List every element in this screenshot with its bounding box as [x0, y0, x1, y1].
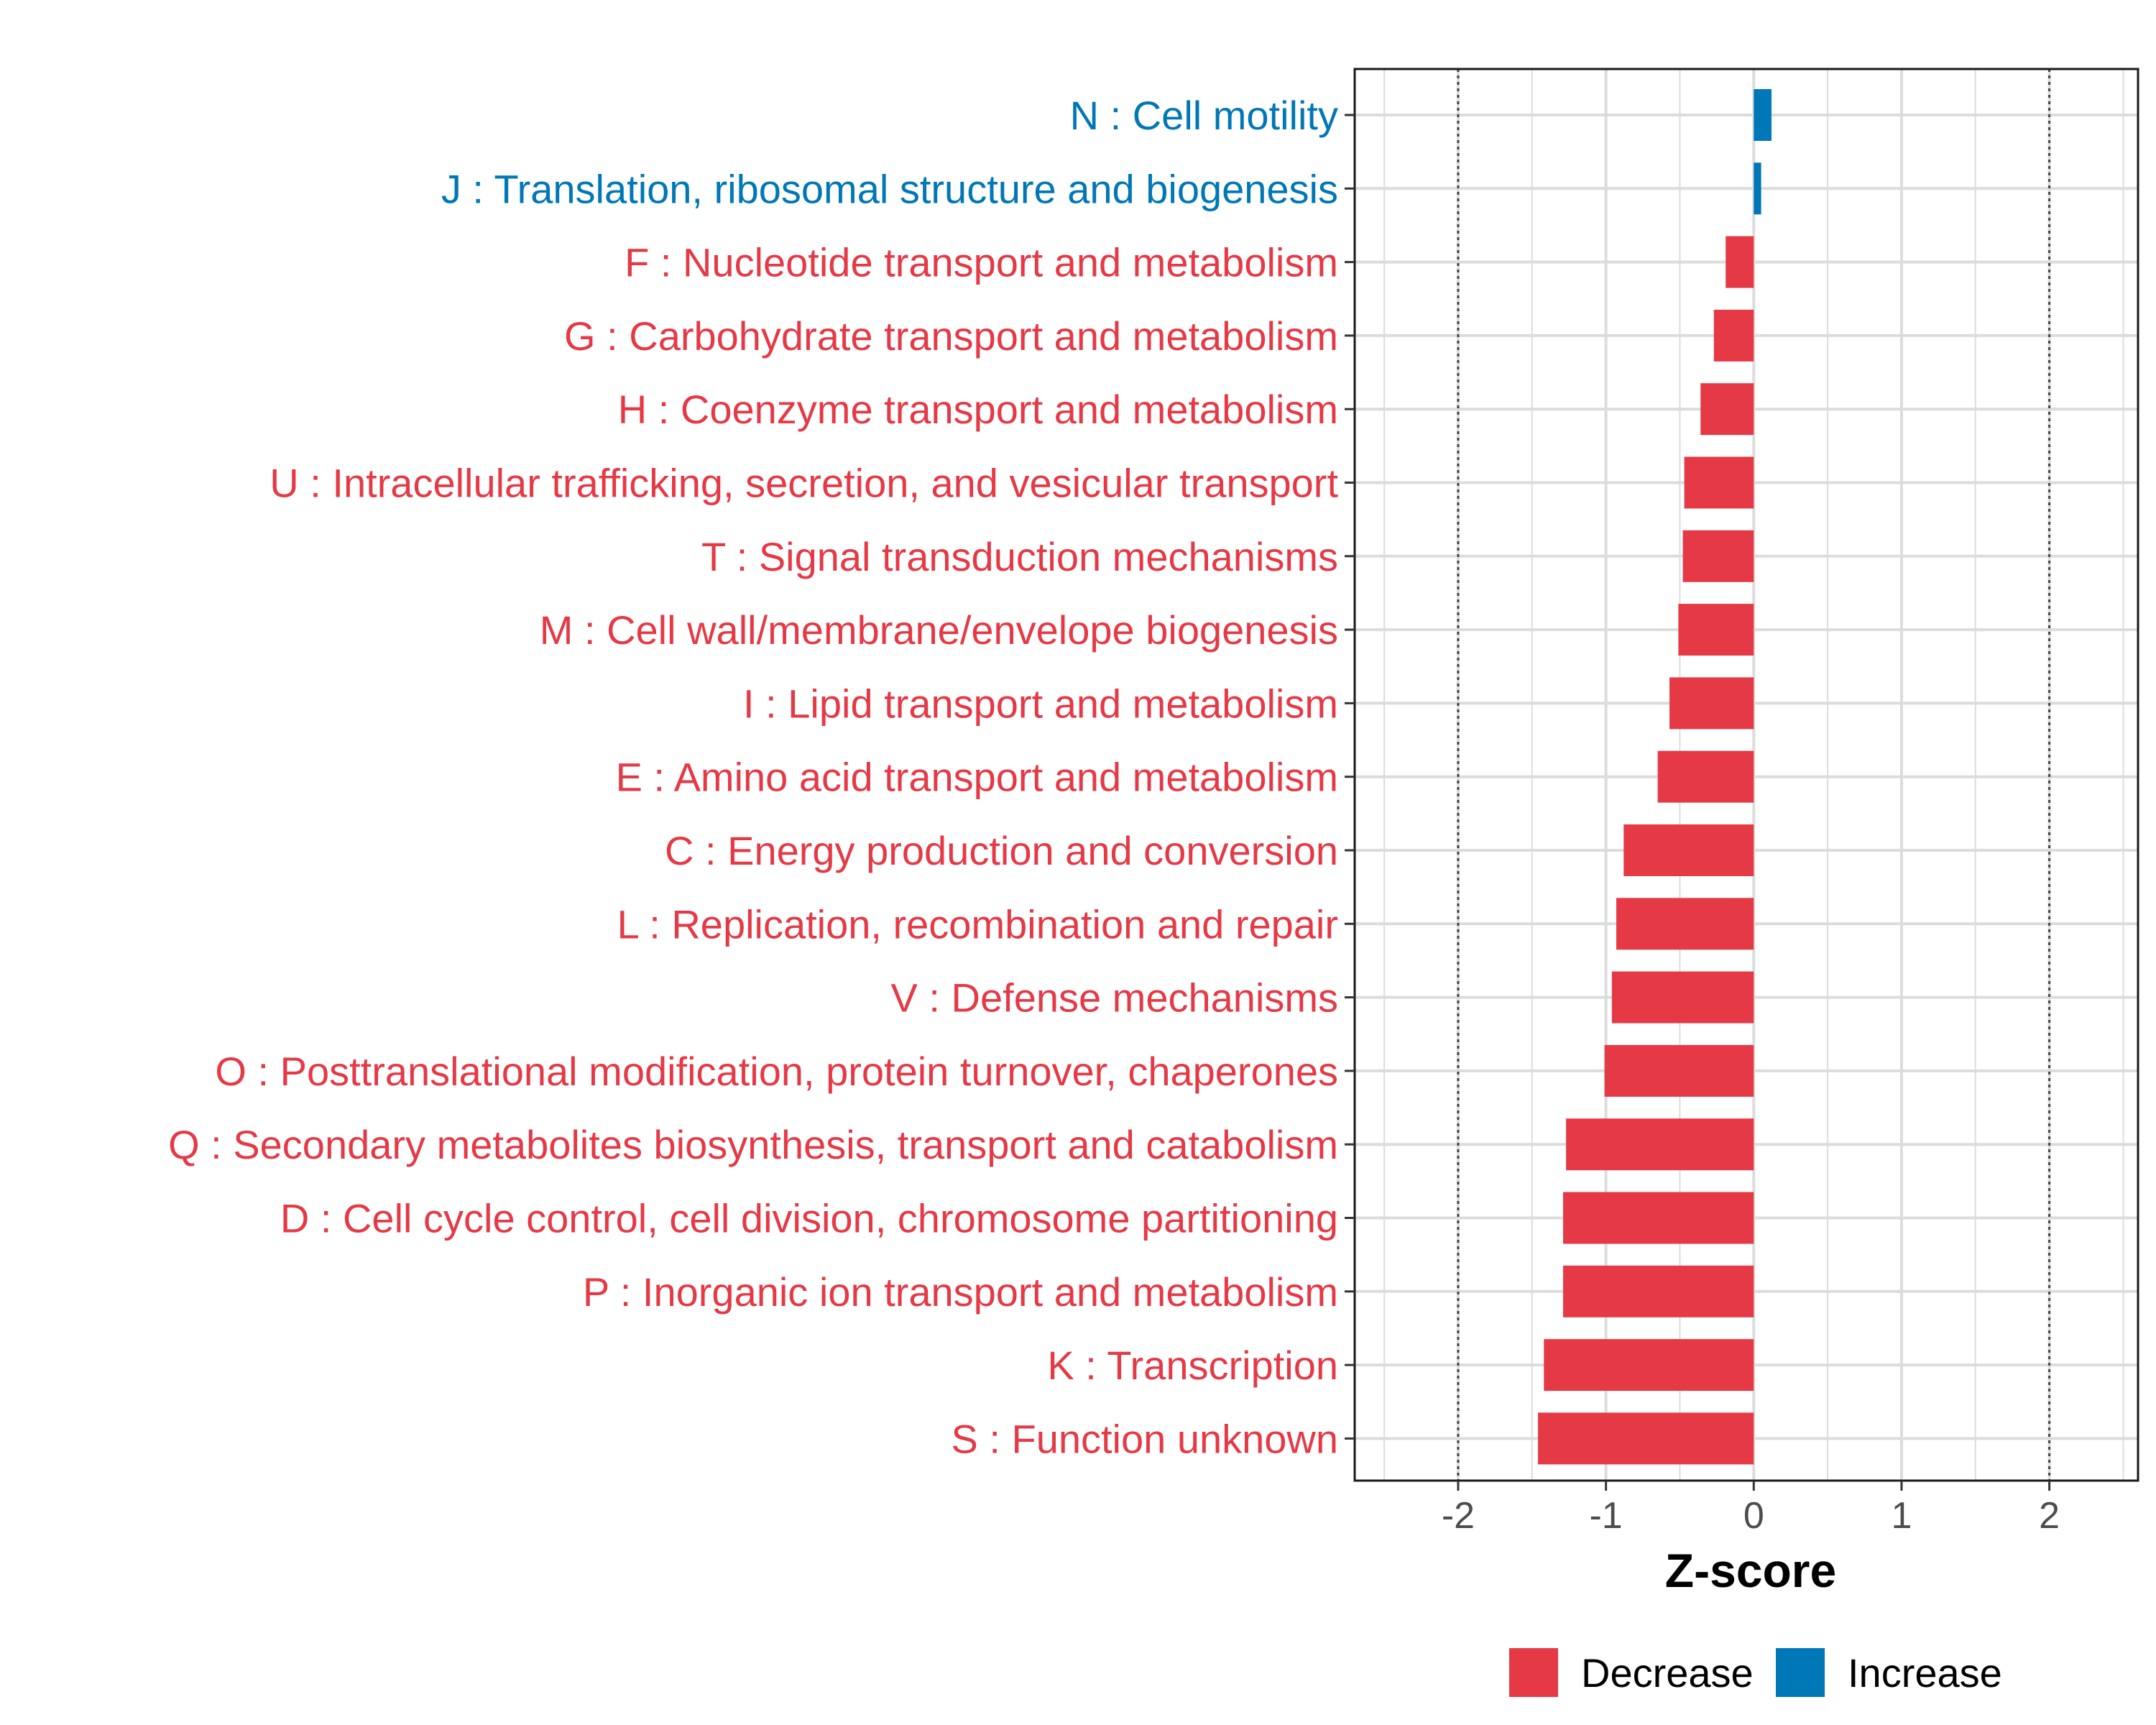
category-label: C : Energy production and conversion: [665, 828, 1338, 873]
bar: [1562, 1192, 1754, 1244]
bar: [1669, 677, 1754, 730]
legend-swatch: [1776, 1648, 1825, 1697]
bar: [1611, 971, 1754, 1024]
bar: [1726, 236, 1754, 288]
category-label: I : Lipid transport and metabolism: [743, 681, 1338, 726]
bar: [1538, 1412, 1754, 1465]
bar: [1566, 1118, 1754, 1171]
category-label: L : Replication, recombination and repai…: [617, 901, 1338, 947]
x-axis-title: Z-score: [1665, 1544, 1836, 1597]
category-label: O : Posttranslational modification, prot…: [215, 1049, 1338, 1094]
x-tick-label: -1: [1589, 1495, 1622, 1537]
x-tick-label: 2: [2039, 1495, 2060, 1537]
category-label: F : Nucleotide transport and metabolism: [625, 240, 1338, 285]
category-label: D : Cell cycle control, cell division, c…: [280, 1196, 1338, 1241]
category-labels: N : Cell motility J : Translation, riboso…: [168, 93, 1338, 1461]
category-label: E : Amino acid transport and metabolism: [616, 755, 1338, 800]
reference-lines: [1457, 69, 2051, 1481]
y-axis-ticks: [1345, 114, 1355, 1440]
legend-label: Increase: [1848, 1650, 2002, 1696]
category-label: Q : Secondary metabolites biosynthesis, …: [168, 1122, 1338, 1167]
category-label: M : Cell wall/membrane/envelope biogenes…: [540, 607, 1338, 653]
bar: [1623, 824, 1754, 876]
bar: [1682, 530, 1754, 582]
bar: [1754, 89, 1772, 141]
category-label: V : Defense mechanisms: [891, 975, 1338, 1021]
plot-border: [1353, 68, 2139, 1482]
category-label: U : Intracellular trafficking, secretion…: [270, 461, 1338, 506]
x-tick-label: 0: [1743, 1495, 1764, 1537]
bar: [1678, 604, 1754, 656]
legend-swatch: [1509, 1648, 1558, 1697]
category-label: J : Translation, ribosomal structure and…: [441, 166, 1338, 211]
x-tick-label: -2: [1442, 1495, 1475, 1537]
bar: [1713, 309, 1754, 362]
category-label: T : Signal transduction mechanisms: [701, 534, 1338, 579]
bar: [1754, 162, 1761, 215]
bar: [1684, 456, 1754, 509]
bar: [1562, 1265, 1754, 1317]
x-axis-ticks: -2 -1 0 1 2: [1442, 1481, 2060, 1537]
bars: [1538, 89, 1772, 1465]
category-label: H : Coenzyme transport and metabolism: [618, 387, 1338, 432]
bar: [1700, 383, 1754, 436]
legend: Decrease Increase: [1509, 1648, 2002, 1697]
category-label: K : Transcription: [1047, 1343, 1338, 1388]
legend-label: Decrease: [1581, 1650, 1754, 1696]
category-label: N : Cell motility: [1070, 93, 1338, 138]
category-label: P : Inorganic ion transport and metaboli…: [583, 1269, 1338, 1315]
category-label: S : Function unknown: [951, 1416, 1338, 1461]
bar: [1604, 1044, 1754, 1097]
x-tick-label: 1: [1891, 1495, 1912, 1537]
bar: [1544, 1339, 1754, 1392]
bar: [1657, 750, 1754, 803]
category-label: G : Carbohydrate transport and metabolis…: [564, 313, 1338, 359]
bar: [1616, 898, 1754, 950]
